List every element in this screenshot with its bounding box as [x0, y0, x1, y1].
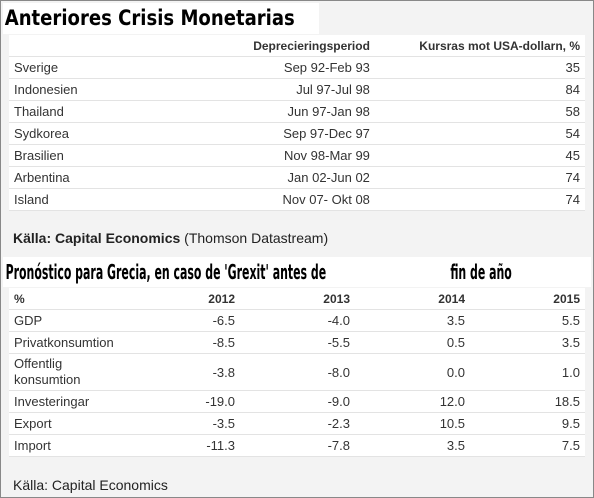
cell: -8.0: [240, 353, 355, 391]
cell: 84: [374, 78, 585, 101]
source: Källa: Capital Economics (Thomson Datast…: [13, 230, 328, 246]
title: Pronóstico para Grecia, en caso de 'Grex…: [3, 257, 591, 287]
cell: -9.0: [240, 390, 355, 413]
cell: 3.5: [355, 309, 470, 332]
cell: 10.5: [355, 412, 470, 435]
header-cell: Kursras mot USA-dollarn, %: [374, 35, 585, 57]
title-text: Pronóstico para Grecia, en caso de 'Grex…: [3, 257, 534, 287]
header-cell: 2013: [240, 288, 355, 310]
header-cell: %: [9, 288, 125, 310]
cell: Jan 02-Jun 02: [219, 166, 375, 189]
cell: 9.5: [470, 412, 585, 435]
cell: Export: [9, 412, 125, 435]
cell: 74: [374, 188, 585, 211]
cell: Sverige: [9, 56, 219, 79]
cell: 58: [374, 100, 585, 123]
header-cell: [9, 35, 219, 57]
header-cell: 2015: [470, 288, 585, 310]
cell: Nov 07- Okt 08: [219, 188, 375, 211]
cell: 45: [374, 144, 585, 167]
row: GDP -6.5 -4.0 3.5 5.5: [9, 309, 585, 332]
title: Anteriores Crisis Monetarias: [3, 3, 319, 34]
cell: 0.5: [355, 331, 470, 354]
cell: 0.0: [355, 353, 470, 391]
row: Sydkorea Sep 97-Dec 97 54: [9, 122, 585, 145]
cell: Import: [9, 434, 125, 457]
row: Island Nov 07- Okt 08 74: [9, 188, 585, 211]
row: Import -11.3 -7.8 3.5 7.5: [9, 434, 585, 457]
cell: -3.8: [125, 353, 240, 391]
header-cell: 2014: [355, 288, 470, 310]
header-cell: Deprecieringsperiod: [219, 35, 375, 57]
source: Källa: Capital Economics: [13, 477, 168, 493]
row: Offentlig konsumtion -3.8 -8.0 0.0 1.0: [9, 353, 585, 391]
cell: -8.5: [125, 331, 240, 354]
cell: Arbentina: [9, 166, 219, 189]
row: Sverige Sep 92-Feb 93 35: [9, 56, 585, 79]
cell: -19.0: [125, 390, 240, 413]
row: Arbentina Jan 02-Jun 02 74: [9, 166, 585, 189]
cell: 74: [374, 166, 585, 189]
header-row: Deprecieringsperiod Kursras mot USA-dolla…: [9, 35, 585, 57]
table: Deprecieringsperiod Kursras mot USA-dolla…: [9, 35, 585, 211]
cell: Offentlig konsumtion: [9, 353, 125, 391]
cell: 1.0: [470, 353, 585, 391]
cell: -11.3: [125, 434, 240, 457]
row: Thailand Jun 97-Jan 98 58: [9, 100, 585, 123]
title-main: Pronóstico para Grecia, en caso de 'Grex…: [5, 260, 327, 284]
cell: Nov 98-Mar 99: [219, 144, 375, 167]
cell: 3.5: [355, 434, 470, 457]
cell: Sep 92-Feb 93: [219, 56, 375, 79]
cell: -2.3: [240, 412, 355, 435]
cell: Sep 97-Dec 97: [219, 122, 375, 145]
cell: 3.5: [470, 331, 585, 354]
cell: -5.5: [240, 331, 355, 354]
cell: -4.0: [240, 309, 355, 332]
cell: Island: [9, 188, 219, 211]
cell: Brasilien: [9, 144, 219, 167]
cell: -7.8: [240, 434, 355, 457]
cell: Thailand: [9, 100, 219, 123]
cell: 7.5: [470, 434, 585, 457]
title-text: Anteriores Crisis Monetarias: [4, 6, 295, 30]
source-bold: Källa: Capital Economics: [13, 230, 181, 246]
cell: 35: [374, 56, 585, 79]
title-tail: fin de año: [450, 260, 513, 284]
row: Investeringar -19.0 -9.0 12.0 18.5: [9, 390, 585, 413]
cell: 12.0: [355, 390, 470, 413]
table: % 2012 2013 2014 2015 GDP -6.5 -4.0 3.5 5.5 Privat…: [9, 288, 585, 457]
cell: 54: [374, 122, 585, 145]
cell: 18.5: [470, 390, 585, 413]
cell: GDP: [9, 309, 125, 332]
source-rest: (Thomson Datastream): [184, 230, 329, 246]
cell: Jul 97-Jul 98: [219, 78, 375, 101]
row: Export -3.5 -2.3 10.5 9.5: [9, 412, 585, 435]
header-row: % 2012 2013 2014 2015: [9, 288, 585, 310]
header-cell: 2012: [125, 288, 240, 310]
row: Indonesien Jul 97-Jul 98 84: [9, 78, 585, 101]
row: Brasilien Nov 98-Mar 99 45: [9, 144, 585, 167]
cell: Privatkonsumtion: [9, 331, 125, 354]
cell: -3.5: [125, 412, 240, 435]
cell: Investeringar: [9, 390, 125, 413]
row: Privatkonsumtion -8.5 -5.5 0.5 3.5: [9, 331, 585, 354]
cell: Sydkorea: [9, 122, 219, 145]
cell: 5.5: [470, 309, 585, 332]
cell: Jun 97-Jan 98: [219, 100, 375, 123]
cell: -6.5: [125, 309, 240, 332]
cell: Indonesien: [9, 78, 219, 101]
